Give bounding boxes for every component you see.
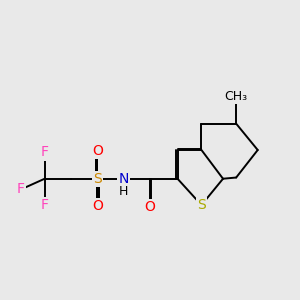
Text: F: F bbox=[41, 198, 49, 212]
Text: H: H bbox=[119, 185, 128, 198]
Text: O: O bbox=[92, 199, 103, 213]
Text: F: F bbox=[41, 146, 49, 159]
Text: S: S bbox=[93, 172, 102, 186]
Text: O: O bbox=[92, 144, 103, 158]
Text: O: O bbox=[145, 200, 155, 214]
Text: F: F bbox=[17, 182, 25, 197]
Text: CH₃: CH₃ bbox=[225, 90, 248, 103]
Text: S: S bbox=[197, 198, 206, 212]
Text: N: N bbox=[118, 172, 129, 186]
